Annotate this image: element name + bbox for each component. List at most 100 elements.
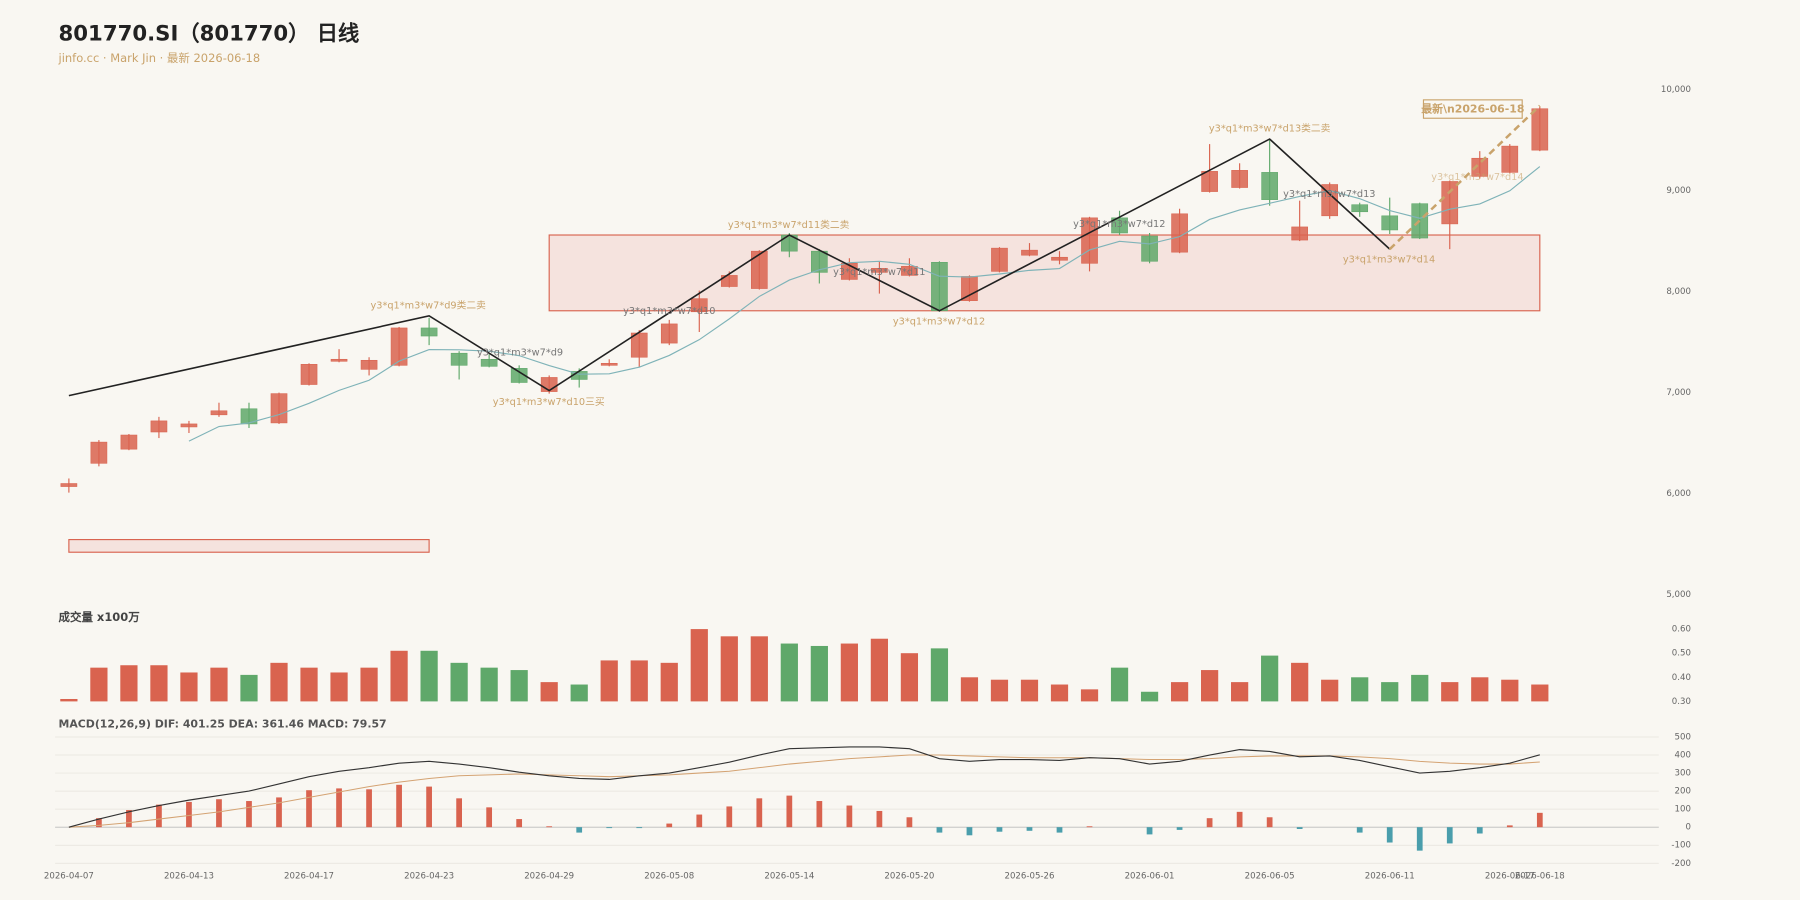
x-tick-label: 2026-06-18: [1515, 871, 1565, 881]
macd-bar: [606, 827, 613, 829]
macd-bar: [216, 799, 222, 828]
volume-bar: [1411, 674, 1429, 702]
volume-bar: [300, 667, 318, 702]
volume-bar: [750, 636, 768, 702]
candle-body: [270, 393, 288, 424]
y-tick-label: 8,000: [1666, 287, 1691, 297]
macd-bar: [396, 784, 402, 828]
macd-bar: [696, 814, 703, 828]
candle-body: [420, 327, 438, 337]
panel-label: MACD(12,26,9) DIF: 401.25 DEA: 361.46 MA…: [59, 717, 387, 730]
candle-body: [961, 276, 978, 301]
macd-bar: [1476, 827, 1483, 834]
annotation: y3*q1*m3*w7*d13: [1283, 189, 1375, 200]
x-tick-label: 2026-06-17: [1485, 871, 1535, 881]
macd-bar: [936, 827, 943, 833]
macd-bar: [1146, 827, 1153, 835]
candle-body: [1531, 108, 1549, 151]
volume-bar: [1441, 682, 1459, 702]
zone: [548, 234, 1541, 312]
macd-bar: [1296, 827, 1303, 829]
x-tick-label: 2026-05-26: [1005, 871, 1055, 881]
macd-bar: [336, 788, 342, 828]
macd-bar: [1176, 827, 1183, 830]
annotation: y3*q1*m3*w7*d10三买: [493, 396, 605, 408]
candle-body: [330, 358, 348, 362]
macd-bar: [1236, 811, 1243, 828]
candle-body: [720, 275, 738, 287]
ma-line: [188, 166, 1541, 442]
volume-bar: [270, 662, 288, 702]
candle-body: [1351, 204, 1369, 213]
candle-body: [1441, 181, 1459, 225]
macd-bar: [1056, 827, 1063, 833]
volume-bar: [1321, 679, 1339, 702]
y-tick-label: 500: [1675, 732, 1691, 742]
y-tick-label: 100: [1675, 805, 1691, 815]
macd-bar: [726, 806, 733, 828]
candle-body: [901, 266, 918, 276]
x-tick-label: 2026-05-20: [884, 871, 934, 881]
macd-bar: [1386, 827, 1393, 843]
x-tick-label: 2026-04-13: [164, 871, 214, 881]
volume-bar: [1471, 677, 1489, 702]
volume-bar: [1080, 689, 1099, 702]
candle-body: [811, 250, 828, 273]
candle-body: [180, 423, 198, 428]
volume-bar: [450, 662, 468, 702]
x-tick-label: 2026-04-29: [524, 871, 574, 881]
candle-body: [450, 352, 468, 366]
annotation: y3*q1*m3*w7*d12: [1073, 219, 1165, 230]
volume-bar: [1381, 682, 1399, 702]
volume-bar: [360, 667, 378, 702]
macd-bar: [1416, 827, 1423, 851]
annotation: y3*q1*m3*w7*d10: [623, 306, 715, 317]
volume-bar: [840, 643, 858, 702]
candle-body: [1231, 170, 1248, 188]
candle-body: [60, 483, 78, 487]
candle-body: [1321, 184, 1339, 217]
candle-body: [150, 420, 168, 433]
candle-body: [1501, 145, 1519, 173]
volume-bar: [120, 665, 138, 702]
volume-bar: [480, 667, 498, 702]
candle-body: [690, 298, 708, 313]
volume-bar: [1501, 679, 1519, 702]
macd-bar: [996, 827, 1003, 832]
volume-bar: [1140, 691, 1159, 702]
volume-bar: [630, 660, 648, 702]
annotation: y3*q1*m3*w7*d9: [477, 347, 563, 358]
macd-bar: [576, 827, 583, 833]
macd-bar: [1356, 827, 1363, 833]
macd-bar: [516, 819, 523, 828]
macd-bar: [306, 790, 312, 828]
macd-bar: [1266, 817, 1273, 828]
forecast-line: [1388, 104, 1541, 251]
y-tick-label: 6,000: [1666, 489, 1691, 499]
macd-bar: [1446, 827, 1453, 844]
volume-bar: [1261, 655, 1279, 702]
x-tick-label: 2026-05-08: [644, 871, 694, 881]
volume-bar: [510, 670, 528, 702]
volume-bar: [720, 636, 738, 702]
x-tick-label: 2026-04-23: [404, 871, 454, 881]
y-tick-label: 400: [1675, 751, 1691, 761]
y-tick-label: 0.60: [1672, 625, 1691, 635]
volume-bar: [390, 650, 408, 702]
y-tick-label: 0: [1685, 823, 1690, 833]
latest-label-box: [1422, 99, 1523, 119]
volume-bar: [1200, 670, 1219, 702]
candle-body: [660, 323, 678, 344]
volume-bar: [540, 682, 558, 702]
macd-bar: [456, 798, 462, 828]
macd-bar: [156, 804, 162, 828]
y-tick-label: -100: [1671, 841, 1691, 851]
y-tick-label: 10,000: [1661, 85, 1691, 95]
volume-bar: [960, 677, 979, 702]
candle-body: [991, 247, 1008, 272]
volume-bar: [240, 674, 258, 702]
candle-body: [120, 434, 138, 450]
x-tick-label: 2026-04-17: [284, 871, 334, 881]
y-tick-label: 300: [1675, 769, 1691, 779]
candle-body: [1171, 213, 1188, 253]
